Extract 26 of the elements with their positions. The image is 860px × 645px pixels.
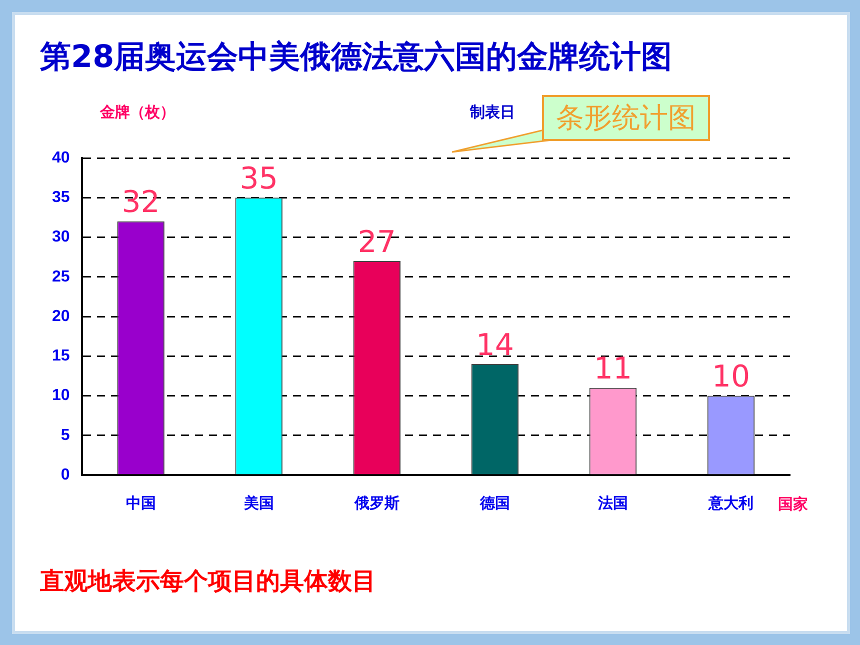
x-axis-title: 国家: [778, 495, 808, 514]
x-tick-label: 德国: [478, 495, 510, 512]
y-tick-label: 30: [52, 228, 70, 246]
data-label: 10: [712, 360, 750, 395]
x-tick-label: 法国: [596, 495, 628, 512]
y-tick-label: 10: [52, 387, 70, 404]
y-tick-label: 35: [52, 189, 70, 206]
text: 制表日: [470, 103, 515, 122]
y-tick-label: 20: [52, 308, 70, 325]
x-tick-label: 美国: [242, 494, 274, 512]
text: 条形统计图: [542, 95, 710, 141]
x-tick-label: 意大利: [707, 495, 754, 512]
y-tick-label: 15: [52, 348, 70, 365]
y-tick-label: 0: [60, 466, 70, 484]
x-tick-label: 俄罗斯: [353, 495, 400, 512]
data-label: 14: [476, 328, 514, 363]
text: 直观地表示每个项目的具体数目: [40, 566, 376, 597]
x-tick-label: 中国: [126, 495, 156, 512]
y-tick-label: 40: [52, 149, 70, 166]
data-label: 35: [240, 161, 278, 196]
data-label: 11: [594, 352, 632, 387]
y-tick-label: 25: [52, 268, 70, 286]
chart-title: 第28届奥运会中美俄德法意六国的金牌统计图: [40, 38, 672, 77]
data-label: 27: [358, 224, 396, 260]
y-axis-title: 金牌（枚）: [100, 103, 175, 122]
y-tick-label: 5: [60, 426, 70, 444]
